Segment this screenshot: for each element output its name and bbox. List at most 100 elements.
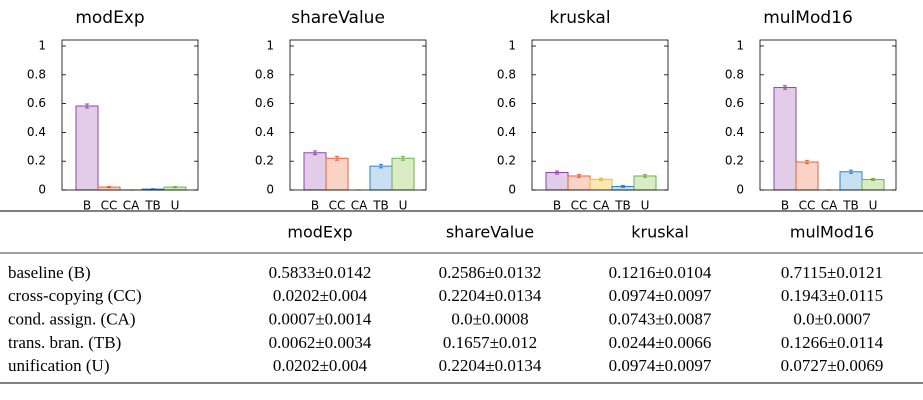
y-tick-label: 0.6 (27, 96, 46, 110)
bar (839, 171, 863, 191)
error-bar (871, 178, 875, 182)
y-tick-label: 0.8 (725, 67, 744, 81)
table-cell: 0.0974±0.0097 (609, 286, 712, 305)
error-bar (107, 186, 111, 189)
table-cell: 0.0974±0.0097 (609, 356, 712, 375)
column-header: kruskal (631, 223, 689, 242)
column-header: modExp (287, 223, 352, 242)
y-tick-label: 1 (38, 39, 46, 53)
x-tick-label: B (311, 199, 319, 213)
table-cell: 0.0007±0.0014 (269, 310, 372, 329)
y-tick-label: 0 (736, 183, 744, 197)
y-tick-label: 0.6 (497, 96, 516, 110)
axes-frame (531, 39, 669, 191)
chart-title: modExp (75, 8, 144, 28)
error-bar (805, 159, 809, 165)
x-tick-label: B (553, 199, 561, 213)
error-bar (621, 185, 625, 188)
axes-frame (289, 39, 427, 191)
chart-title: mulMod16 (763, 8, 853, 28)
error-bar (599, 177, 603, 182)
y-tick-label: 1 (508, 39, 516, 53)
table-cell: 0.0244±0.0066 (609, 333, 712, 352)
table-cell: 0.0743±0.0087 (609, 310, 712, 329)
y-tick-label: 0.4 (255, 125, 274, 139)
row-label: cond. assign. (CA) (8, 310, 135, 329)
table-cell: 0.0±0.0008 (451, 310, 528, 329)
row-label: trans. bran. (TB) (8, 333, 121, 352)
x-tick-label: CC (101, 199, 118, 213)
x-tick-label: CA (123, 199, 140, 213)
x-tick-label: CA (351, 199, 368, 213)
column-header: mulMod16 (790, 223, 874, 242)
axes-frame (759, 39, 897, 191)
table-cell: 0.1266±0.0114 (781, 333, 884, 352)
row-label: cross-copying (CC) (8, 286, 142, 305)
y-tick-label: 0.8 (497, 67, 516, 81)
table-cell: 0.1216±0.0104 (609, 263, 712, 282)
x-tick-label: U (869, 199, 878, 213)
error-bar (555, 170, 559, 175)
bar (861, 179, 885, 191)
table-cell: 0.2204±0.0134 (439, 286, 542, 305)
error-bar (85, 103, 89, 109)
x-tick-label: U (399, 199, 408, 213)
row-label: unification (U) (8, 356, 110, 375)
bar (567, 175, 591, 191)
error-bar (849, 169, 853, 174)
y-tick-label: 1 (266, 39, 274, 53)
table-cell: 0.1943±0.0115 (781, 286, 883, 305)
x-tick-label: TB (372, 199, 389, 213)
bar (391, 157, 415, 191)
table-cell: 0.1657±0.012 (443, 333, 537, 352)
x-tick-label: B (83, 199, 91, 213)
x-tick-label: CA (821, 199, 838, 213)
column-header: shareValue (446, 223, 534, 242)
error-bar (401, 155, 405, 161)
y-tick-label: 0 (508, 183, 516, 197)
table-cell: 0.2586±0.0132 (439, 263, 542, 282)
x-tick-label: TB (842, 199, 859, 213)
error-bar (151, 188, 155, 191)
y-tick-label: 0.2 (725, 154, 744, 168)
y-tick-label: 0.2 (27, 154, 46, 168)
y-tick-label: 0.6 (725, 96, 744, 110)
y-tick-label: 0.2 (255, 154, 274, 168)
table-cell: 0.0202±0.004 (273, 356, 368, 375)
bar (773, 87, 797, 191)
row-label: baseline (B) (8, 263, 91, 282)
y-tick-label: 0 (266, 183, 274, 197)
y-tick-label: 0.2 (497, 154, 516, 168)
x-tick-label: CC (329, 199, 346, 213)
x-tick-label: U (641, 199, 650, 213)
error-bar (783, 85, 787, 90)
table-cell: 0.5833±0.0142 (269, 263, 372, 282)
x-tick-label: TB (614, 199, 631, 213)
table-cell: 0.0062±0.0034 (269, 333, 372, 352)
table-cell: 0.2204±0.0134 (439, 356, 542, 375)
chart-title: kruskal (549, 8, 610, 28)
bar (303, 152, 327, 191)
bar (369, 165, 393, 191)
axes-frame (61, 39, 199, 191)
y-tick-label: 0.4 (497, 125, 516, 139)
x-tick-label: CA (593, 199, 610, 213)
y-tick-label: 0.8 (27, 67, 46, 81)
table-cell: 0.0727±0.0069 (781, 356, 884, 375)
x-tick-label: B (781, 199, 789, 213)
table-cell: 0.7115±0.0121 (781, 263, 883, 282)
bar (795, 161, 819, 191)
y-tick-label: 1 (736, 39, 744, 53)
x-tick-label: CC (799, 199, 816, 213)
bar (545, 171, 569, 191)
x-tick-label: TB (144, 199, 161, 213)
y-tick-label: 0.4 (725, 125, 744, 139)
x-tick-label: U (171, 199, 180, 213)
bar (75, 105, 99, 191)
error-bar (577, 174, 581, 178)
table-cell: 0.0±0.0007 (793, 310, 871, 329)
bar (325, 157, 349, 191)
error-bar (173, 186, 177, 189)
y-tick-label: 0.4 (27, 125, 46, 139)
